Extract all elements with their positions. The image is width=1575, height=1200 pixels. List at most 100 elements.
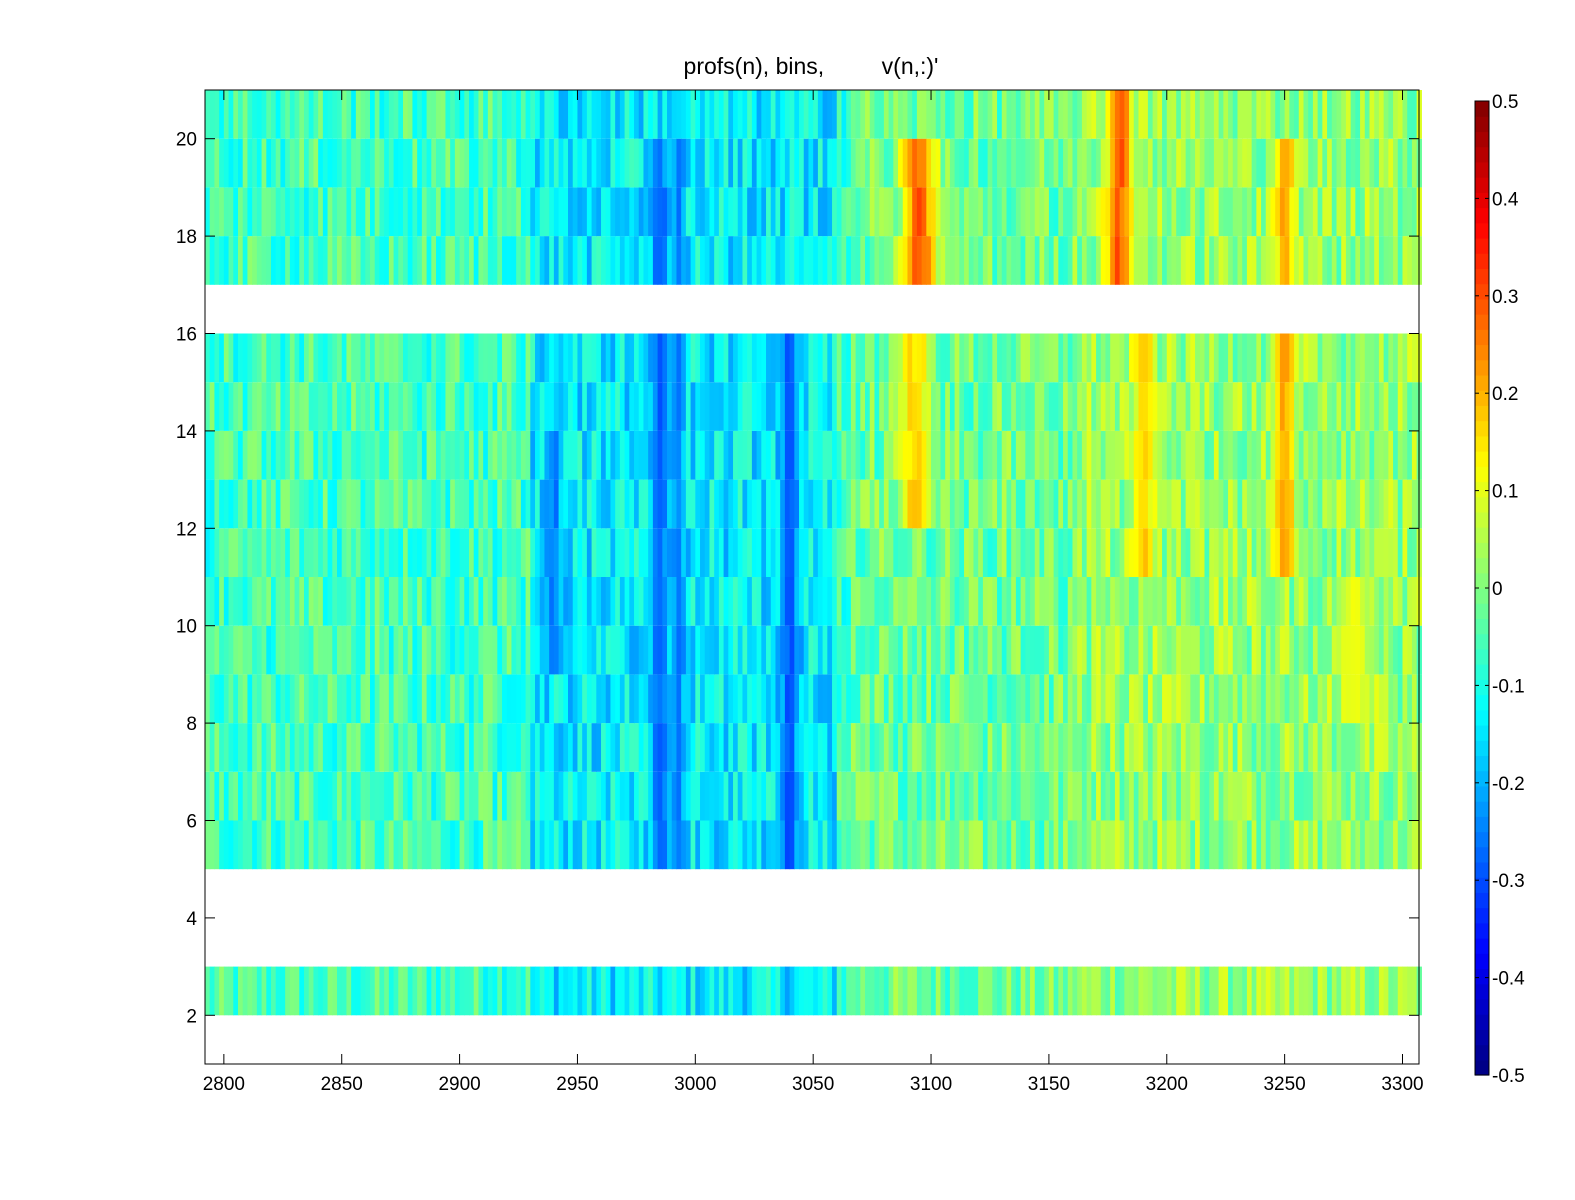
heatmap-cell xyxy=(1402,138,1408,188)
heatmap-cell xyxy=(469,479,475,529)
heatmap-cell xyxy=(1327,236,1333,285)
heatmap-cell xyxy=(393,577,399,626)
heatmap-cell xyxy=(1011,236,1017,285)
heatmap-cell xyxy=(393,674,399,724)
heatmap-cell xyxy=(322,90,329,139)
heatmap-cell xyxy=(714,333,720,383)
heatmap-cell xyxy=(817,430,824,480)
heatmap-cell xyxy=(657,90,663,139)
heatmap-cell xyxy=(520,382,527,431)
heatmap-cell xyxy=(1020,382,1026,431)
heatmap-cell xyxy=(271,577,277,626)
heatmap-cell xyxy=(883,333,890,383)
heatmap-cell xyxy=(718,625,725,675)
heatmap-cell xyxy=(1256,90,1262,139)
heatmap-cell xyxy=(1030,723,1036,772)
heatmap-cell xyxy=(789,674,795,724)
heatmap-cell xyxy=(921,674,927,724)
heatmap-cell xyxy=(530,820,536,870)
heatmap-cell xyxy=(1152,966,1158,1016)
heatmap-cell xyxy=(959,479,965,529)
heatmap-cell xyxy=(332,966,338,1016)
heatmap-cell xyxy=(1378,138,1385,188)
heatmap-cell xyxy=(1345,820,1352,870)
heatmap-cell xyxy=(393,723,399,772)
heatmap-cell xyxy=(426,820,432,870)
heatmap-cell xyxy=(275,479,282,529)
heatmap-cell xyxy=(502,187,508,237)
heatmap-cell xyxy=(1086,723,1092,772)
heatmap-cell xyxy=(520,723,527,772)
heatmap-cell xyxy=(1383,625,1389,675)
heatmap-cell xyxy=(469,625,475,675)
heatmap-cell xyxy=(893,771,899,821)
heatmap-cell xyxy=(681,723,687,772)
heatmap-cell xyxy=(506,187,513,237)
heatmap-cell xyxy=(558,771,564,821)
heatmap-cell xyxy=(238,625,244,675)
heatmap-cell xyxy=(916,625,923,675)
heatmap-cell xyxy=(1317,674,1323,724)
colorbar-swatch xyxy=(1475,161,1489,178)
heatmap-cell xyxy=(1374,382,1380,431)
heatmap-cell xyxy=(1006,236,1012,285)
heatmap-cell xyxy=(855,723,861,772)
heatmap-cell xyxy=(525,333,531,383)
colorbar-tick-label: 0.2 xyxy=(1492,384,1518,405)
heatmap-cell xyxy=(1176,625,1182,675)
chart-title: profs(n), bins, v(n,:)' xyxy=(684,53,939,79)
heatmap-cell xyxy=(219,382,225,431)
heatmap-cell xyxy=(374,771,381,821)
heatmap-cell xyxy=(582,528,588,577)
heatmap-cell xyxy=(412,382,418,431)
heatmap-cell xyxy=(1275,333,1281,383)
heatmap-cell xyxy=(426,528,432,577)
colorbar-swatch xyxy=(1475,816,1489,833)
heatmap-cell xyxy=(252,966,258,1016)
heatmap-cell xyxy=(695,430,701,480)
heatmap-cell xyxy=(700,187,706,237)
heatmap-cell xyxy=(813,674,819,724)
heatmap-cell xyxy=(280,479,286,529)
heatmap-cell xyxy=(667,820,673,870)
heatmap-cell xyxy=(964,333,970,383)
heatmap-cell xyxy=(1072,236,1078,285)
heatmap-cell xyxy=(1063,625,1069,675)
heatmap-cell xyxy=(624,90,630,139)
heatmap-cell xyxy=(907,771,913,821)
heatmap-cell xyxy=(742,966,748,1016)
heatmap-cell xyxy=(676,90,682,139)
heatmap-cell xyxy=(1374,820,1380,870)
heatmap-cell xyxy=(473,966,480,1016)
heatmap-cell xyxy=(742,577,748,626)
heatmap-cell xyxy=(1369,333,1375,383)
heatmap-cell xyxy=(685,674,692,724)
heatmap-cell xyxy=(539,187,546,237)
heatmap-cell xyxy=(624,333,630,383)
heatmap-cell xyxy=(737,138,744,188)
heatmap-cell xyxy=(954,625,960,675)
heatmap-cell xyxy=(506,625,513,675)
heatmap-cell xyxy=(992,625,998,675)
heatmap-cell xyxy=(1213,625,1220,675)
heatmap-cell xyxy=(1015,771,1022,821)
heatmap-cell xyxy=(388,771,395,821)
heatmap-cell xyxy=(1143,430,1149,480)
heatmap-cell xyxy=(271,90,277,139)
heatmap-cell xyxy=(1034,333,1041,383)
heatmap-cell xyxy=(1204,333,1210,383)
heatmap-cell xyxy=(742,430,748,480)
heatmap-cell xyxy=(436,625,442,675)
heatmap-cell xyxy=(756,577,762,626)
heatmap-cell xyxy=(1058,187,1064,237)
heatmap-cell xyxy=(261,577,267,626)
heatmap-cell xyxy=(695,187,701,237)
heatmap-cell xyxy=(1152,771,1158,821)
heatmap-cell xyxy=(459,723,465,772)
heatmap-cell xyxy=(610,625,616,675)
heatmap-cell xyxy=(1279,625,1286,675)
heatmap-cell xyxy=(1053,90,1059,139)
heatmap-cell xyxy=(836,333,843,383)
heatmap-cell xyxy=(1105,382,1111,431)
heatmap-cell xyxy=(667,528,673,577)
